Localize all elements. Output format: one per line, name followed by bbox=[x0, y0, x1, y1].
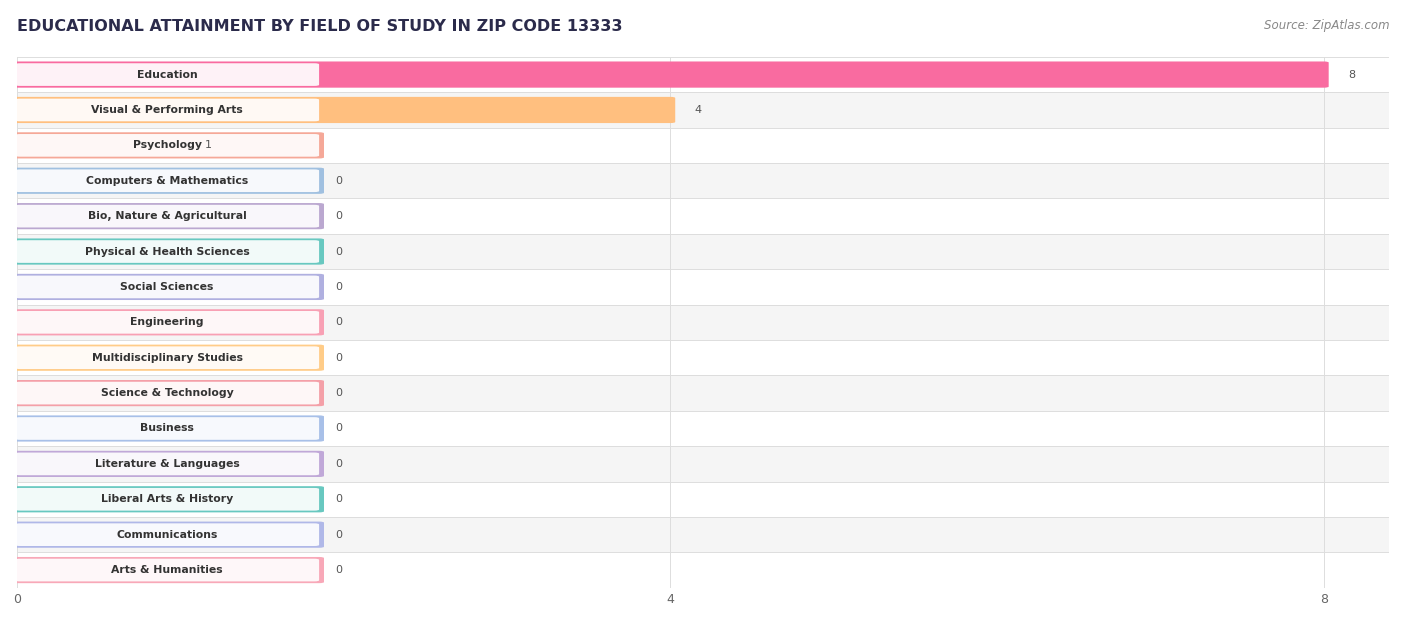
FancyBboxPatch shape bbox=[13, 309, 323, 336]
Text: Literature & Languages: Literature & Languages bbox=[94, 459, 239, 469]
FancyBboxPatch shape bbox=[13, 132, 323, 159]
Text: Engineering: Engineering bbox=[131, 317, 204, 327]
Bar bbox=[17, 446, 1389, 482]
Text: Communications: Communications bbox=[117, 530, 218, 540]
Text: Visual & Performing Arts: Visual & Performing Arts bbox=[91, 105, 243, 115]
FancyBboxPatch shape bbox=[13, 380, 323, 406]
FancyBboxPatch shape bbox=[15, 63, 319, 86]
Text: Physical & Health Sciences: Physical & Health Sciences bbox=[84, 246, 249, 257]
Text: Computers & Mathematics: Computers & Mathematics bbox=[86, 176, 249, 186]
Text: Social Sciences: Social Sciences bbox=[121, 282, 214, 292]
Bar bbox=[17, 305, 1389, 340]
FancyBboxPatch shape bbox=[15, 523, 319, 546]
Bar bbox=[17, 517, 1389, 552]
Text: 0: 0 bbox=[336, 211, 343, 221]
Text: Source: ZipAtlas.com: Source: ZipAtlas.com bbox=[1264, 19, 1389, 32]
Bar bbox=[17, 375, 1389, 411]
Bar bbox=[17, 198, 1389, 234]
Text: Science & Technology: Science & Technology bbox=[101, 388, 233, 398]
Text: 0: 0 bbox=[336, 565, 343, 575]
FancyBboxPatch shape bbox=[13, 274, 323, 300]
Text: 0: 0 bbox=[336, 459, 343, 469]
FancyBboxPatch shape bbox=[15, 169, 319, 192]
Bar bbox=[17, 128, 1389, 163]
FancyBboxPatch shape bbox=[15, 205, 319, 228]
Text: 8: 8 bbox=[1348, 70, 1355, 80]
FancyBboxPatch shape bbox=[13, 61, 1329, 88]
FancyBboxPatch shape bbox=[13, 521, 323, 548]
Text: EDUCATIONAL ATTAINMENT BY FIELD OF STUDY IN ZIP CODE 13333: EDUCATIONAL ATTAINMENT BY FIELD OF STUDY… bbox=[17, 19, 623, 34]
Text: Arts & Humanities: Arts & Humanities bbox=[111, 565, 224, 575]
Text: 0: 0 bbox=[336, 246, 343, 257]
Text: 4: 4 bbox=[695, 105, 702, 115]
FancyBboxPatch shape bbox=[13, 203, 323, 229]
Text: Education: Education bbox=[136, 70, 197, 80]
FancyBboxPatch shape bbox=[15, 417, 319, 440]
FancyBboxPatch shape bbox=[15, 276, 319, 298]
Text: 0: 0 bbox=[336, 530, 343, 540]
Text: 0: 0 bbox=[336, 317, 343, 327]
Text: Multidisciplinary Studies: Multidisciplinary Studies bbox=[91, 353, 243, 363]
Bar bbox=[17, 234, 1389, 269]
FancyBboxPatch shape bbox=[15, 488, 319, 511]
FancyBboxPatch shape bbox=[15, 99, 319, 121]
Bar bbox=[17, 482, 1389, 517]
Text: Business: Business bbox=[141, 423, 194, 434]
FancyBboxPatch shape bbox=[13, 344, 323, 371]
FancyBboxPatch shape bbox=[13, 97, 675, 123]
Bar bbox=[17, 269, 1389, 305]
Bar bbox=[17, 552, 1389, 588]
FancyBboxPatch shape bbox=[13, 557, 323, 583]
Text: 0: 0 bbox=[336, 176, 343, 186]
Text: Psychology: Psychology bbox=[132, 140, 201, 150]
Text: Bio, Nature & Agricultural: Bio, Nature & Agricultural bbox=[87, 211, 246, 221]
FancyBboxPatch shape bbox=[13, 451, 323, 477]
Bar bbox=[17, 57, 1389, 92]
Text: 0: 0 bbox=[336, 353, 343, 363]
Text: 0: 0 bbox=[336, 494, 343, 504]
Bar bbox=[17, 92, 1389, 128]
Text: 1: 1 bbox=[205, 140, 212, 150]
FancyBboxPatch shape bbox=[13, 238, 323, 265]
FancyBboxPatch shape bbox=[15, 311, 319, 334]
Bar bbox=[17, 411, 1389, 446]
Text: 0: 0 bbox=[336, 388, 343, 398]
Bar bbox=[17, 163, 1389, 198]
FancyBboxPatch shape bbox=[15, 382, 319, 404]
Text: 0: 0 bbox=[336, 423, 343, 434]
FancyBboxPatch shape bbox=[15, 134, 319, 157]
FancyBboxPatch shape bbox=[15, 559, 319, 581]
FancyBboxPatch shape bbox=[13, 167, 323, 194]
FancyBboxPatch shape bbox=[15, 453, 319, 475]
Text: 0: 0 bbox=[336, 282, 343, 292]
FancyBboxPatch shape bbox=[13, 486, 323, 513]
Bar bbox=[17, 340, 1389, 375]
FancyBboxPatch shape bbox=[13, 415, 323, 442]
Text: Liberal Arts & History: Liberal Arts & History bbox=[101, 494, 233, 504]
FancyBboxPatch shape bbox=[15, 240, 319, 263]
FancyBboxPatch shape bbox=[15, 346, 319, 369]
